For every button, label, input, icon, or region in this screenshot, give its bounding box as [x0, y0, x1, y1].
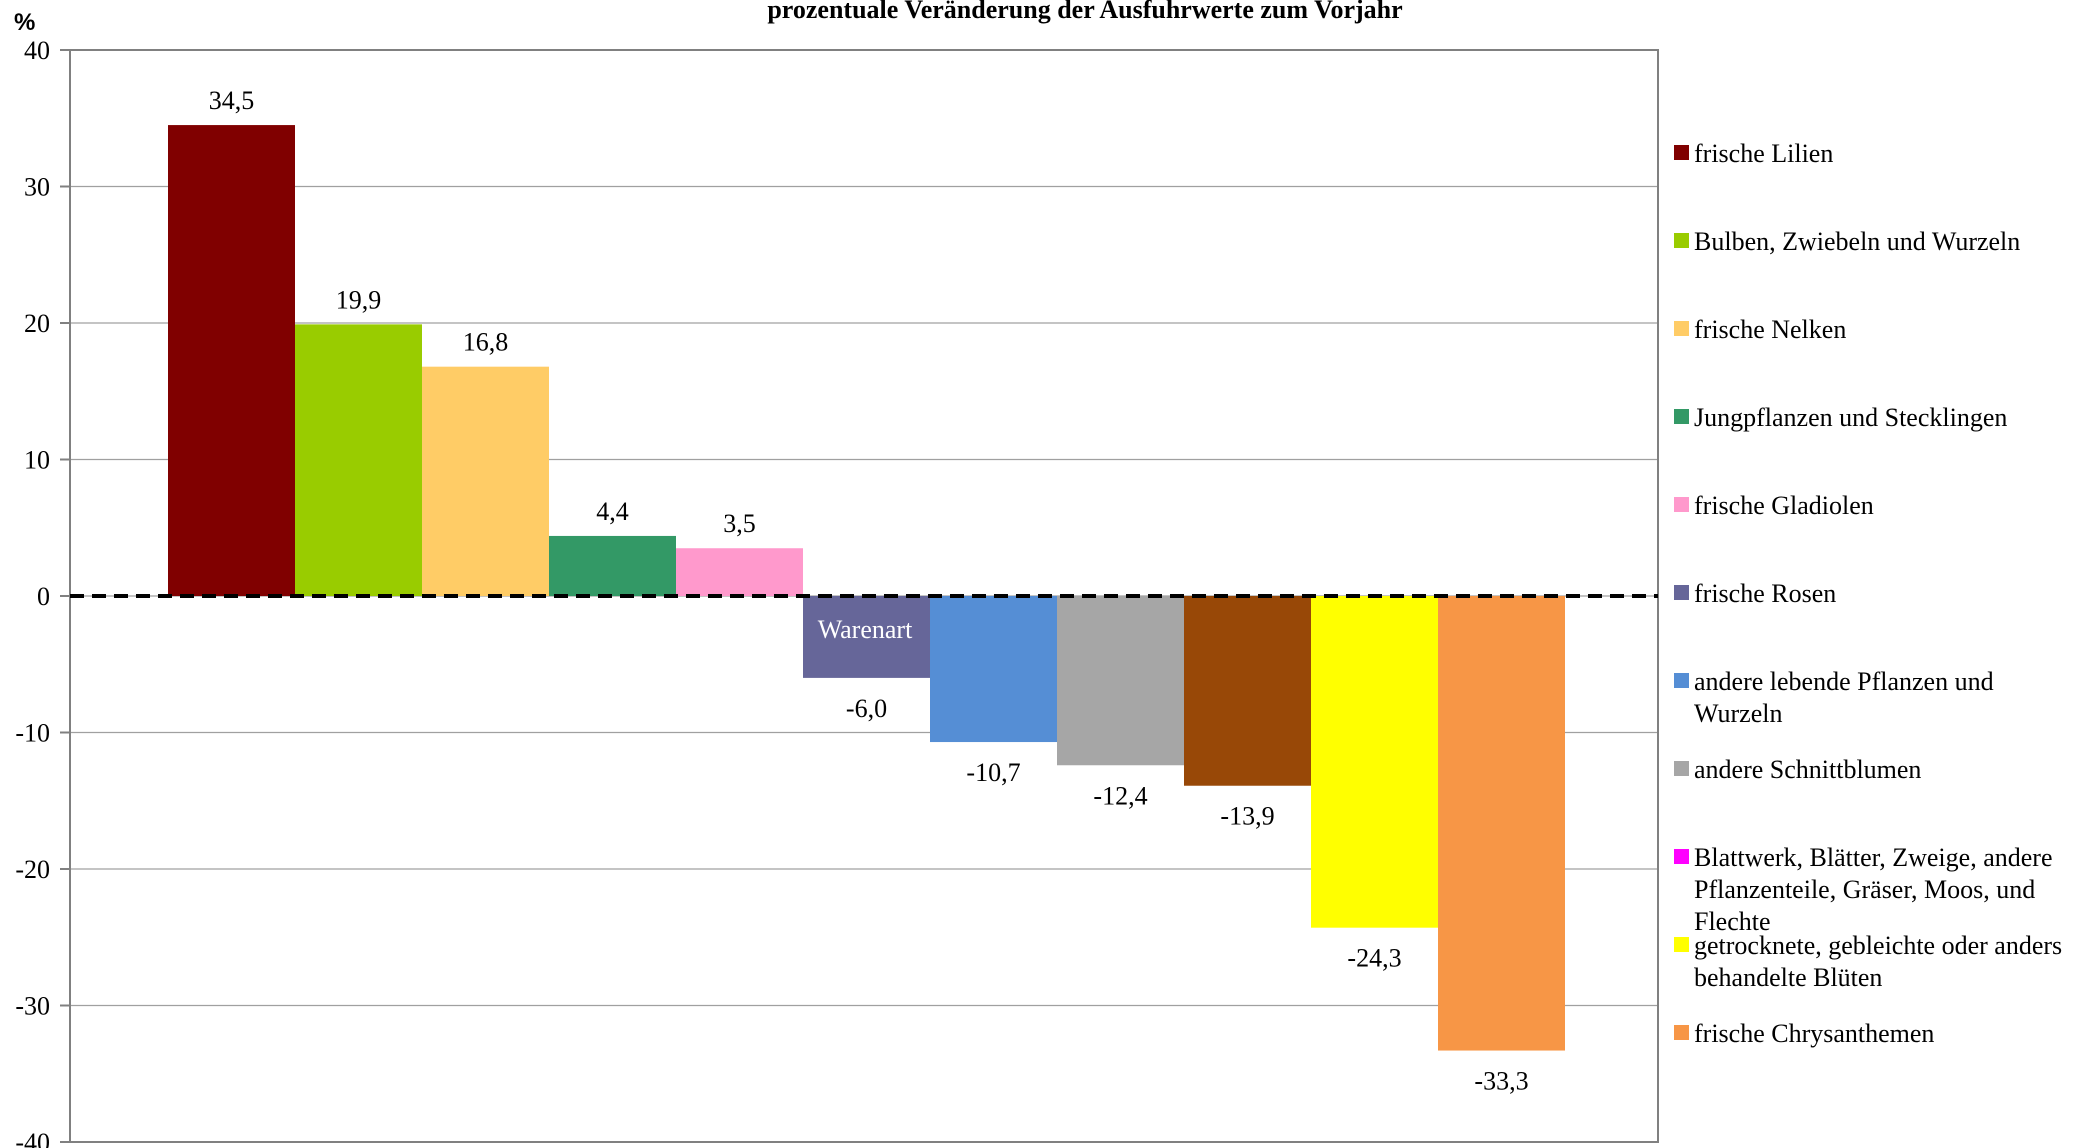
legend-label: Blattwerk, Blätter, Zweige, andere — [1694, 843, 2052, 872]
data-label: -33,3 — [1474, 1067, 1528, 1096]
y-tick-label: 10 — [24, 446, 50, 475]
legend-label: behandelte Blüten — [1694, 963, 1882, 992]
legend-label: frische Chrysanthemen — [1694, 1019, 1934, 1048]
legend-label: getrocknete, gebleichte oder anders — [1694, 931, 2062, 960]
y-axis-ticks: 40 30 20 10 0 -10 -20 -30 -40 — [15, 36, 70, 1148]
y-tick-label: 0 — [37, 582, 50, 611]
legend-swatch — [1674, 1025, 1689, 1040]
legend-label: frische Lilien — [1694, 139, 1833, 168]
legend-label: Pflanzenteile, Gräser, Moos, und — [1694, 875, 2035, 904]
legend-swatch — [1674, 145, 1689, 160]
legend-label: frische Nelken — [1694, 315, 1846, 344]
legend-swatch — [1674, 321, 1689, 336]
bar-11 — [1438, 596, 1565, 1051]
legend-swatch — [1674, 761, 1689, 776]
legend-label: Jungpflanzen und Stecklingen — [1694, 403, 2007, 432]
bar-5 — [676, 548, 803, 596]
data-label: 34,5 — [209, 86, 255, 115]
data-label: -24,3 — [1347, 944, 1401, 973]
data-label: -12,4 — [1093, 781, 1147, 810]
legend-swatch — [1674, 497, 1689, 512]
legend-label: andere Schnittblumen — [1694, 755, 1921, 784]
bar-8 — [1057, 596, 1184, 766]
legend-swatch — [1674, 849, 1689, 864]
bar-1 — [168, 125, 295, 596]
y-tick-label: 40 — [24, 36, 50, 65]
bar-3 — [422, 366, 549, 596]
y-axis-unit-label: % — [14, 9, 35, 36]
bar-4 — [549, 535, 676, 596]
bar-9 — [1184, 596, 1311, 786]
data-label: -13,9 — [1220, 802, 1274, 831]
legend-label: Flechte — [1694, 907, 1771, 936]
legend-label: Bulben, Zwiebeln und Wurzeln — [1694, 227, 2020, 256]
data-labels: 34,5 19,9 16,8 4,4 3,5 -6,0 -10,7 -12,4 -13,9 -24… — [209, 86, 1529, 1095]
y-tick-label: -30 — [15, 992, 50, 1021]
data-label: -10,7 — [966, 758, 1020, 787]
legend-label: frische Rosen — [1694, 579, 1836, 608]
data-label: -6,0 — [846, 694, 887, 723]
y-tick-label: -20 — [15, 855, 50, 884]
bar-2 — [295, 324, 422, 596]
bar-10 — [1311, 596, 1438, 928]
data-label: 16,8 — [463, 328, 509, 357]
bars — [168, 125, 1565, 1051]
y-tick-label: 20 — [24, 309, 50, 338]
legend-swatch — [1674, 233, 1689, 248]
legend-label: andere lebende Pflanzen und — [1694, 667, 1994, 696]
chart-title: prozentuale Veränderung der Ausfuhrwerte… — [767, 0, 1402, 24]
y-tick-label: 30 — [24, 173, 50, 202]
legend-label: frische Gladiolen — [1694, 491, 1874, 520]
y-tick-label: -10 — [15, 719, 50, 748]
legend-swatch — [1674, 673, 1689, 688]
data-label: 3,5 — [723, 509, 756, 538]
x-axis-label: Warenart — [818, 615, 913, 644]
legend: frische Lilien Bulben, Zwiebeln und Wurze… — [1674, 139, 2062, 1048]
legend-label: Wurzeln — [1694, 699, 1782, 728]
data-label: 4,4 — [596, 497, 629, 526]
legend-swatch — [1674, 937, 1689, 952]
data-label: 19,9 — [336, 285, 382, 314]
legend-swatch — [1674, 585, 1689, 600]
legend-swatch — [1674, 409, 1689, 424]
bar-6 — [803, 596, 930, 678]
bar-7 — [930, 596, 1057, 743]
y-tick-label: -40 — [15, 1128, 50, 1148]
